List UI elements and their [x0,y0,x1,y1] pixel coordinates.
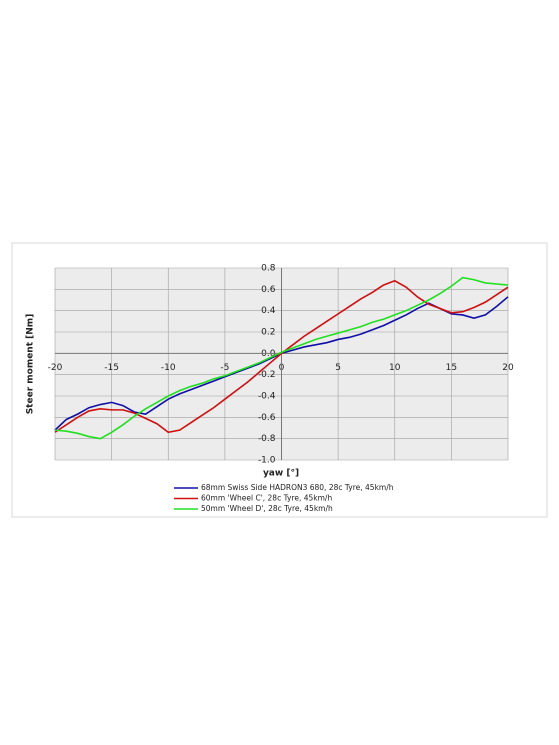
y-tick-label: -0.4 [258,392,276,402]
x-tick-label: -20 [48,363,63,373]
y-tick-label: -0.8 [258,434,276,444]
y-tick-label: -1.0 [258,456,276,466]
x-tick-label: 10 [389,363,401,373]
legend-label: 60mm 'Wheel C', 28c Tyre, 45km/h [201,494,332,503]
x-tick-label: -15 [104,363,119,373]
data-line [54,276,509,440]
y-tick-label: 0.6 [261,285,276,295]
data-line [54,279,509,434]
y-tick-label: 0.4 [261,306,276,316]
x-tick-label: 5 [335,363,341,373]
x-tick-label: -10 [161,363,176,373]
x-axis-title: yaw [°] [263,469,299,479]
x-tick-label: -5 [220,363,229,373]
y-axis-title: Steer moment [Nm] [26,314,36,415]
legend-label: 68mm Swiss Side HADRON3 680, 28c Tyre, 4… [201,483,394,492]
y-tick-label: -0.6 [258,413,276,423]
x-tick-label: 15 [446,363,457,373]
legend-label: 50mm 'Wheel D', 28c Tyre, 45km/h [201,504,333,513]
x-tick-label: 20 [502,363,514,373]
y-tick-label: 0.8 [261,264,276,274]
y-tick-label: -0.2 [258,370,276,380]
legend: 68mm Swiss Side HADRON3 680, 28c Tyre, 4… [174,483,394,513]
y-tick-label: 0.2 [261,328,275,338]
